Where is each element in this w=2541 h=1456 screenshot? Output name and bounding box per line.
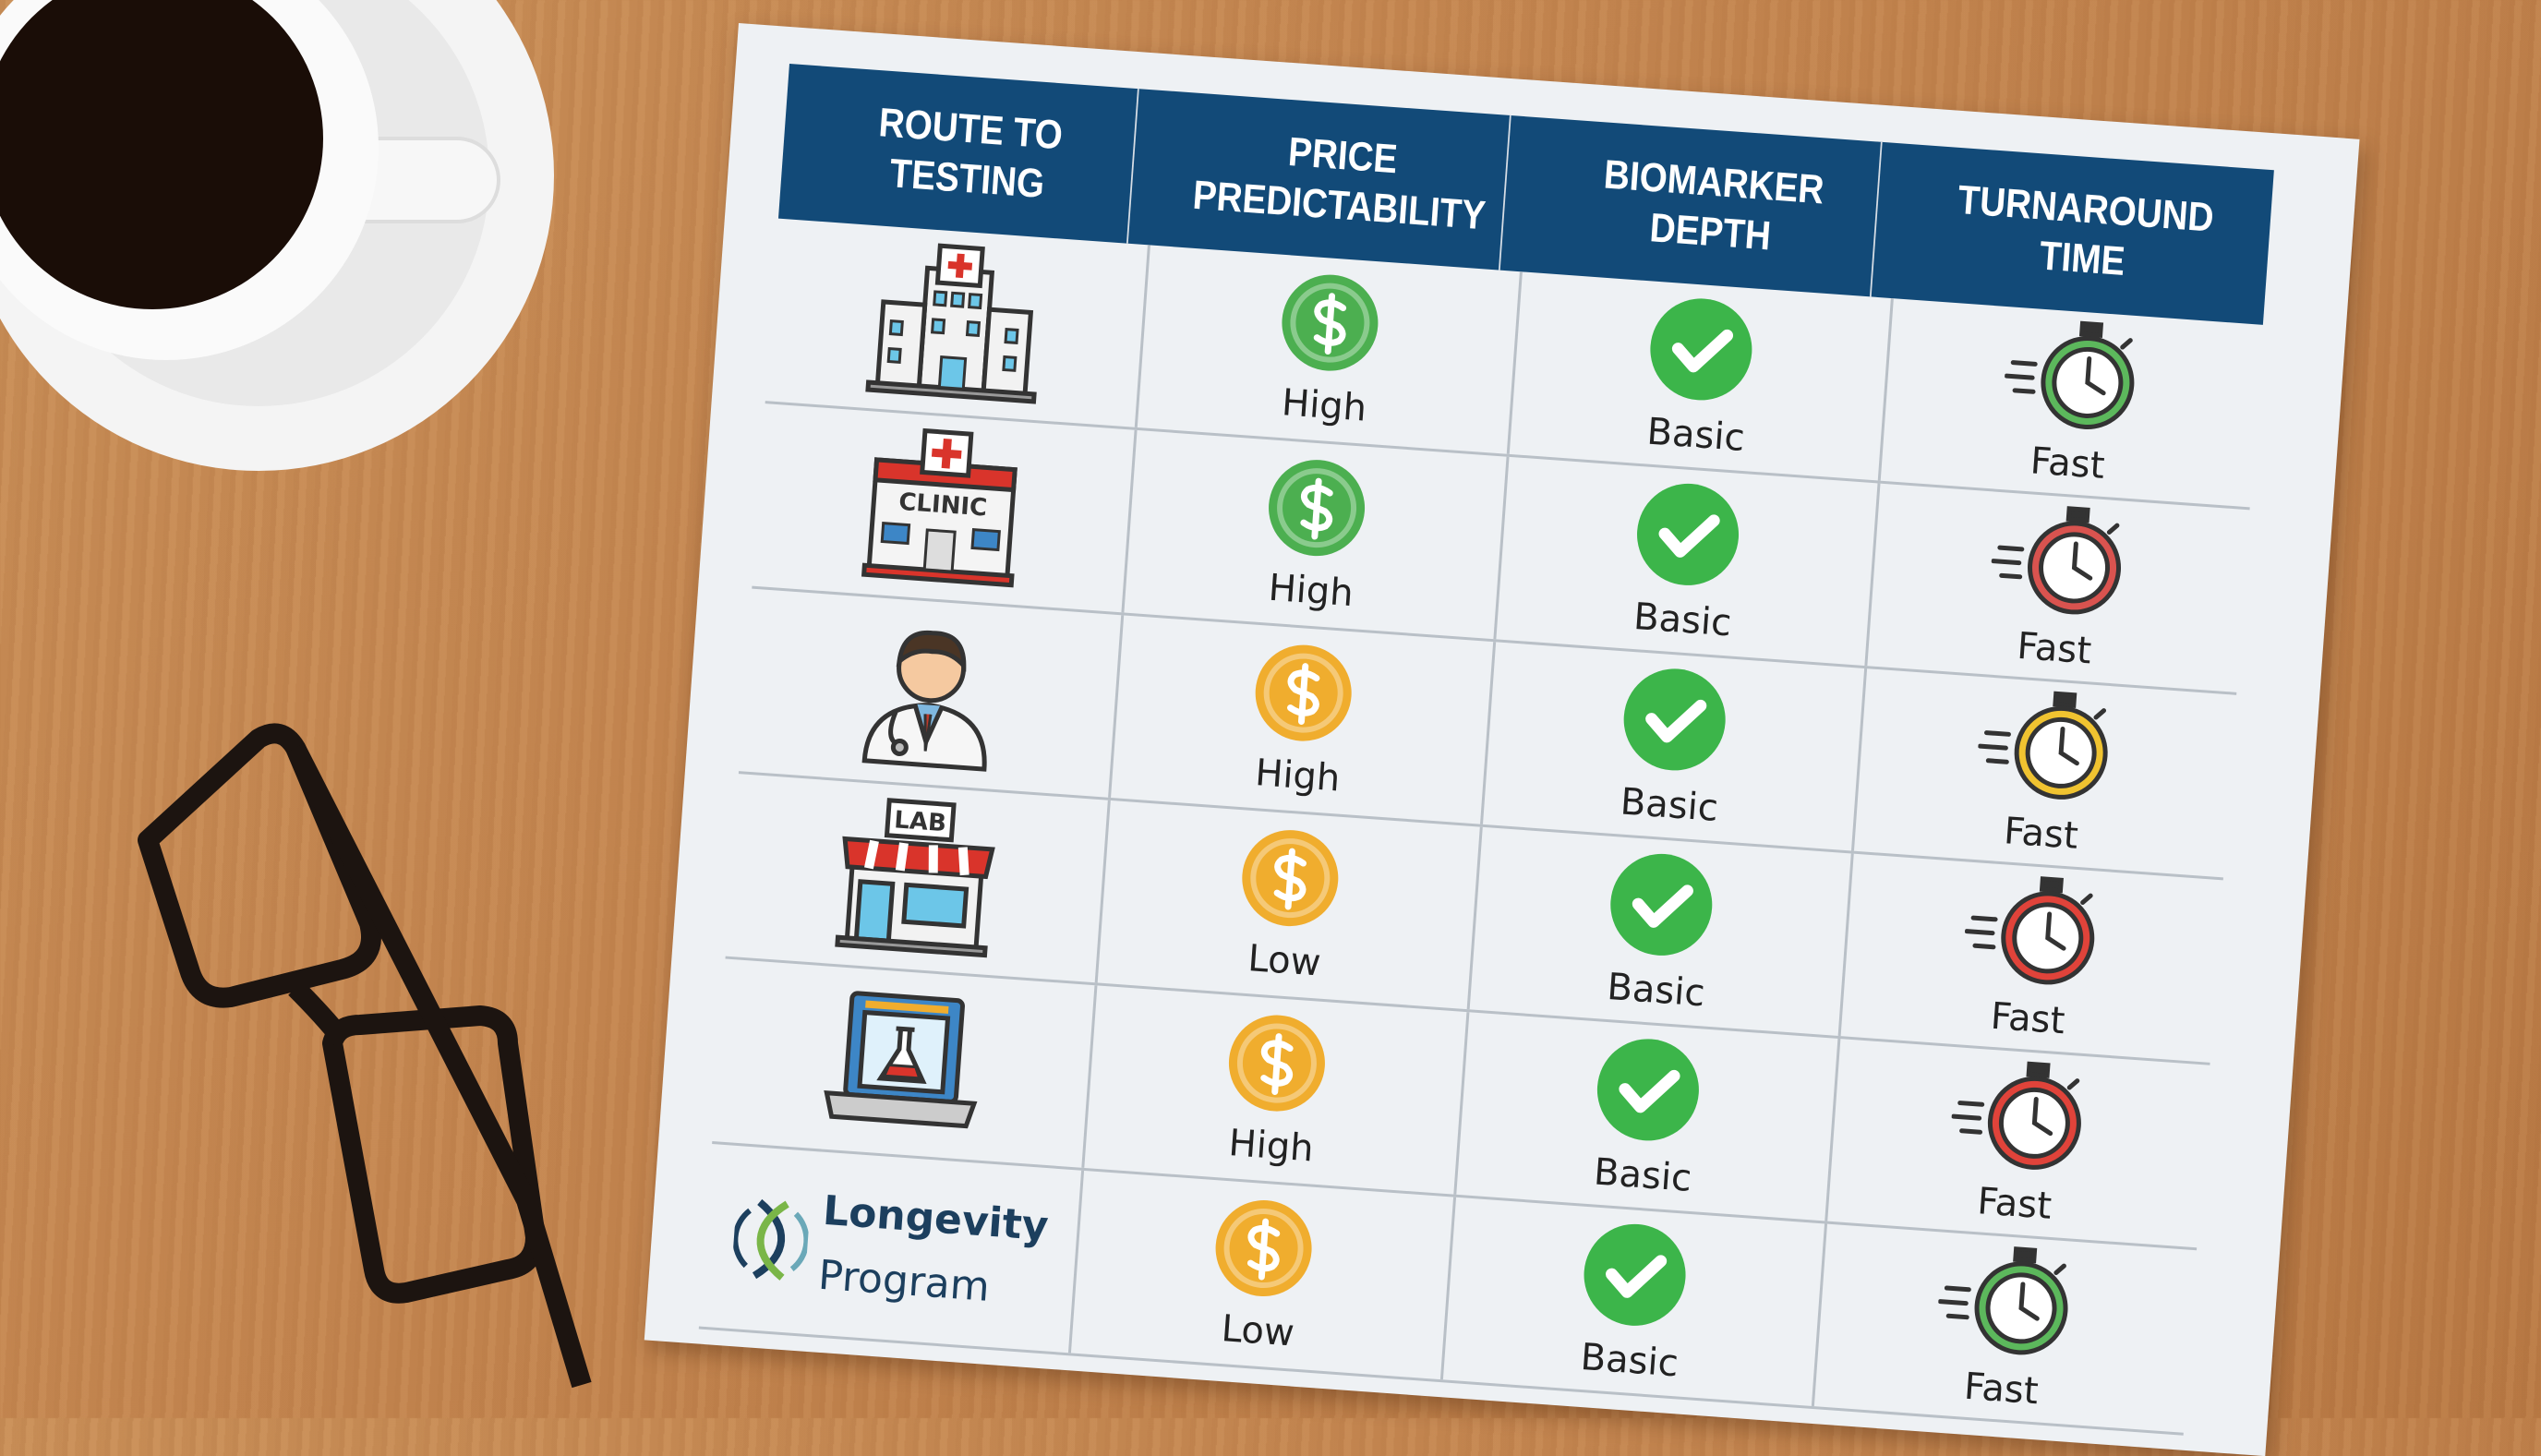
route-cell: [739, 588, 1124, 798]
stopwatch-icon: [1974, 686, 2120, 810]
turnaround-cell: Fast: [1868, 484, 2250, 692]
biomarker-cell: Basic: [1442, 1197, 1828, 1407]
stopwatch-icon: [1947, 1056, 2093, 1180]
turnaround-cell: Fast: [1814, 1224, 2197, 1433]
biomarker-cell: Basic: [1469, 826, 1855, 1037]
route-cell: [765, 218, 1150, 427]
table-row: LAB Low Basic Fast: [725, 774, 2223, 1065]
turnaround-label: Fast: [1962, 1365, 2041, 1414]
biomarker-label: Basic: [1606, 965, 1707, 1015]
biomarker-label: Basic: [1592, 1149, 1693, 1200]
price-cell: High: [1137, 245, 1523, 454]
turnaround-label: Fast: [2016, 624, 2093, 673]
route-cell: [712, 958, 1098, 1168]
price-label: High: [1267, 566, 1355, 616]
online-laptop-flask-icon: [820, 987, 987, 1140]
turnaround-cell: Fast: [1827, 1039, 2210, 1247]
checkmark-icon: [1619, 663, 1732, 780]
turnaround-label: Fast: [2029, 439, 2106, 487]
dollar-coin-icon: [1249, 639, 1358, 752]
eyeglasses: [138, 723, 592, 1389]
price-label: High: [1280, 381, 1368, 430]
checkmark-icon: [1592, 1033, 1705, 1150]
table-row: High Basic Fast: [765, 218, 2263, 511]
price-label: High: [1253, 752, 1342, 800]
price-cell: High: [1124, 429, 1510, 640]
checkmark-icon: [1645, 293, 1759, 410]
header-turnaround-time: TURNAROUND TIME: [1956, 176, 2215, 284]
dollar-coin-icon: [1222, 1009, 1331, 1122]
route-cell: Longevity Program: [698, 1144, 1084, 1354]
biomarker-label: Basic: [1579, 1335, 1680, 1385]
clinic-sign-text: CLINIC: [898, 488, 989, 523]
table-row: High Basic Fast: [712, 958, 2210, 1251]
price-cell: High: [1084, 985, 1469, 1195]
price-label: Low: [1220, 1307, 1296, 1355]
biomarker-cell: Basic: [1509, 271, 1895, 481]
hospital-icon: [863, 236, 1050, 409]
biomarker-cell: Basic: [1455, 1012, 1841, 1221]
turnaround-cell: Fast: [1854, 668, 2236, 877]
dollar-coin-icon: [1275, 269, 1384, 381]
stopwatch-icon: [2001, 316, 2147, 439]
biomarker-label: Basic: [1632, 595, 1733, 644]
header-biomarker-depth: BIOMARKER DEPTH: [1544, 118, 1883, 297]
biomarker-label: Basic: [1619, 780, 1720, 830]
clinic-icon: CLINIC: [859, 422, 1027, 594]
turnaround-cell: Fast: [1881, 298, 2263, 507]
turnaround-label: Fast: [2002, 810, 2080, 858]
longevity-program-logo: Longevity Program: [729, 1175, 1050, 1321]
logo-line-2: Program: [816, 1251, 992, 1311]
dollar-coin-icon: [1210, 1194, 1319, 1306]
dna-helix-icon: [732, 1198, 810, 1281]
checkmark-icon: [1605, 848, 1718, 965]
lab-sign-text: LAB: [894, 806, 948, 837]
dollar-coin-icon: [1235, 824, 1344, 936]
table-row: Longevity Program Low Basic Fast: [698, 1144, 2197, 1436]
price-cell: High: [1110, 615, 1496, 824]
printed-comparison-sheet: ROUTE TO TESTING PRICE PREDICTABILITY BI…: [644, 23, 2360, 1456]
biomarker-cell: Basic: [1495, 456, 1881, 667]
lab-storefront-icon: LAB: [828, 792, 1006, 964]
table-row: High Basic Fast: [738, 588, 2237, 881]
logo-line-1: Longevity: [821, 1186, 1051, 1251]
turnaround-cell: Fast: [1841, 854, 2223, 1063]
price-cell: Low: [1070, 1170, 1456, 1380]
doctor-icon: [855, 608, 1005, 778]
price-label: High: [1227, 1122, 1316, 1171]
turnaround-label: Fast: [1989, 994, 2066, 1043]
route-cell: CLINIC: [752, 403, 1138, 613]
stopwatch-icon: [1960, 872, 2106, 995]
coffee-cup: [0, 0, 554, 471]
biomarker-cell: Basic: [1482, 642, 1868, 851]
route-cell: LAB: [725, 774, 1111, 983]
header-price-predictability: PRICE PREDICTABILITY: [1172, 91, 1511, 271]
checkmark-icon: [1632, 478, 1745, 596]
header-route-to-testing: ROUTE TO TESTING: [801, 65, 1139, 244]
stopwatch-icon: [1934, 1242, 2080, 1366]
biomarker-label: Basic: [1645, 410, 1747, 460]
dollar-coin-icon: [1262, 453, 1371, 566]
table-row: CLINIC High Basic Fast: [752, 403, 2250, 695]
turnaround-label: Fast: [1975, 1180, 2053, 1228]
checkmark-icon: [1579, 1218, 1692, 1335]
stopwatch-icon: [1987, 501, 2133, 625]
price-label: Low: [1246, 937, 1322, 985]
price-cell: Low: [1097, 800, 1483, 1010]
comparison-table: ROUTE TO TESTING PRICE PREDICTABILITY BI…: [698, 64, 2274, 1436]
